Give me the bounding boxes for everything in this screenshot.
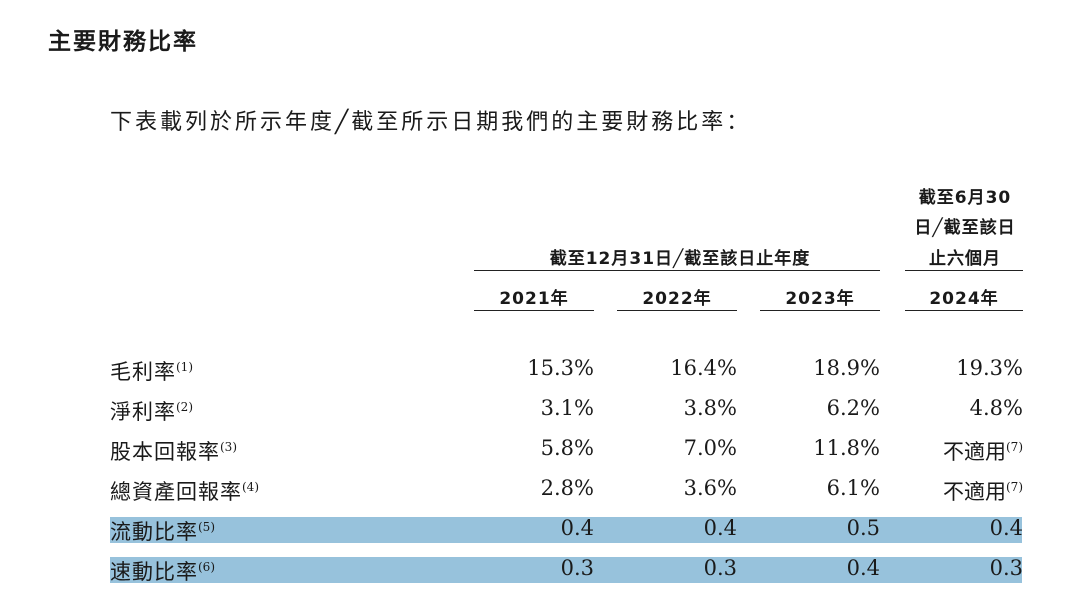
table-cell: 0.4	[740, 556, 880, 580]
cell-value: 4.8%	[969, 396, 1023, 420]
table-cell: 0.3	[454, 556, 594, 580]
table-cell: 11.8%	[740, 436, 880, 460]
row-label: 毛利率(1)	[110, 356, 193, 386]
table-cell: 7.0%	[597, 436, 737, 460]
cell-value: 0.4	[846, 556, 880, 580]
table-cell: 3.8%	[597, 396, 737, 420]
cell-value: 0.4	[989, 516, 1023, 540]
row-label-text: 流動比率	[110, 520, 198, 544]
footnote-marker: (4)	[242, 480, 259, 494]
row-label-text: 速動比率	[110, 560, 198, 584]
row-label-text: 總資產回報率	[110, 480, 242, 504]
year-header-2023: 2023年	[785, 289, 855, 309]
cell-value: 不適用	[943, 440, 1006, 464]
table-cell: 0.4	[454, 516, 594, 540]
table-cell: 6.2%	[740, 396, 880, 420]
cell-value: 18.9%	[813, 356, 880, 380]
footnote-marker: (3)	[220, 440, 237, 454]
year-header-2021: 2021年	[499, 289, 569, 309]
table-cell: 3.1%	[454, 396, 594, 420]
row-highlight-quick-ratio	[110, 557, 1022, 583]
cell-value: 0.3	[703, 556, 737, 580]
cell-value: 19.3%	[956, 356, 1023, 380]
intro-text: 下表載列於所示年度╱截至所示日期我們的主要財務比率：	[110, 110, 752, 135]
cell-value: 6.1%	[826, 476, 880, 500]
table-cell: 0.3	[883, 556, 1023, 580]
footnote-marker: (1)	[176, 360, 193, 374]
footnote-marker: (5)	[198, 520, 215, 534]
cell-value: 0.5	[846, 516, 880, 540]
cell-value: 6.2%	[826, 396, 880, 420]
table-cell: 0.4	[883, 516, 1023, 540]
row-label: 淨利率(2)	[110, 396, 193, 426]
table-cell: 0.4	[597, 516, 737, 540]
cell-value: 3.8%	[683, 396, 737, 420]
table-cell: 6.1%	[740, 476, 880, 500]
cell-value: 5.8%	[540, 436, 594, 460]
table-cell: 2.8%	[454, 476, 594, 500]
cell-value: 3.6%	[683, 476, 737, 500]
cell-value: 16.4%	[670, 356, 737, 380]
cell-value: 7.0%	[683, 436, 737, 460]
table-cell: 不適用(7)	[883, 476, 1023, 506]
cell-value: 2.8%	[540, 476, 594, 500]
row-label: 總資產回報率(4)	[110, 476, 259, 506]
row-label: 流動比率(5)	[110, 516, 215, 546]
footnote-marker: (6)	[198, 560, 215, 574]
table-cell: 18.9%	[740, 356, 880, 380]
cell-value: 0.4	[560, 516, 594, 540]
header-interim-line-3: 止六個月	[929, 249, 1001, 269]
row-label-text: 淨利率	[110, 400, 176, 424]
table-cell: 0.5	[740, 516, 880, 540]
table-cell: 3.6%	[597, 476, 737, 500]
cell-value: 0.3	[560, 556, 594, 580]
table-cell: 不適用(7)	[883, 436, 1023, 466]
group-underline-annual	[474, 270, 880, 271]
group-underline-interim	[905, 270, 1023, 271]
cell-value: 不適用	[943, 480, 1006, 504]
row-label-text: 股本回報率	[110, 440, 220, 464]
section-title: 主要財務比率	[48, 29, 198, 55]
table-cell: 0.3	[597, 556, 737, 580]
year-header-2022: 2022年	[642, 289, 712, 309]
footnote-marker: (7)	[1006, 440, 1023, 454]
year-underline-2022	[617, 310, 737, 311]
table-cell: 15.3%	[454, 356, 594, 380]
cell-value: 0.3	[989, 556, 1023, 580]
year-underline-2021	[474, 310, 594, 311]
cell-value: 15.3%	[527, 356, 594, 380]
year-underline-2024	[905, 310, 1023, 311]
cell-value: 11.8%	[813, 436, 880, 460]
footnote-marker: (2)	[176, 400, 193, 414]
table-cell: 4.8%	[883, 396, 1023, 420]
table-cell: 5.8%	[454, 436, 594, 460]
header-annual-group: 截至12月31日╱截至該日止年度	[549, 249, 811, 269]
cell-value: 3.1%	[540, 396, 594, 420]
row-highlight-current-ratio	[110, 517, 1022, 543]
cell-value: 0.4	[703, 516, 737, 540]
footnote-marker: (7)	[1006, 480, 1023, 494]
row-label-text: 毛利率	[110, 360, 176, 384]
table-cell: 16.4%	[597, 356, 737, 380]
year-underline-2023	[760, 310, 880, 311]
row-label: 股本回報率(3)	[110, 436, 237, 466]
header-interim-line-2: 日╱截至該日	[914, 218, 1016, 238]
row-label: 速動比率(6)	[110, 556, 215, 586]
year-header-2024: 2024年	[929, 289, 999, 309]
table-cell: 19.3%	[883, 356, 1023, 380]
header-interim-line-1: 截至6月30	[918, 188, 1012, 208]
